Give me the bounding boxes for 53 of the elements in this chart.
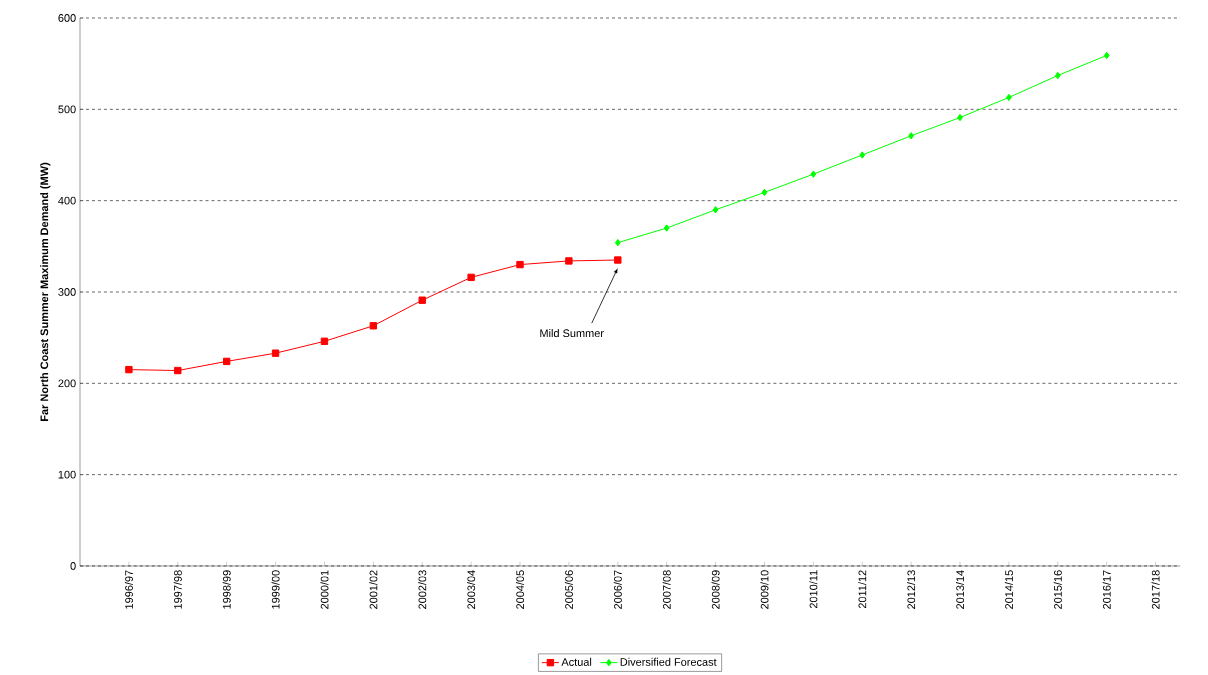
point [810,170,817,178]
x-tick-label: 2009/10 [760,570,769,609]
x-tick-label: 2011/12 [858,570,867,609]
x-tick-label: 2017/18 [1151,570,1160,609]
x-tick-label: 2001/02 [369,570,378,609]
x-tick-label: 1997/98 [173,570,182,609]
point [614,256,622,264]
y-tick-label: 0 [70,562,76,570]
x-tick-label: 2005/06 [564,570,573,609]
x-tick-label: 2000/01 [320,570,329,609]
x-tick-label: 2014/15 [1004,570,1013,609]
x-tick-label: 2010/11 [809,570,818,609]
point [614,238,621,247]
point [271,349,280,357]
y-tick-label: 100 [58,470,76,479]
point [418,296,426,304]
annotation: Mild Summer [540,329,604,338]
x-tick-label: 2002/03 [418,570,427,609]
point [761,188,768,197]
y-tick-label: 300 [58,288,76,296]
point [516,260,524,269]
x-tick-label: 1998/99 [222,570,231,609]
y-tick-label: 200 [58,379,76,388]
point [859,151,866,159]
y-tick-label: 600 [58,14,76,22]
y-tick-label: 500 [58,105,76,114]
x-tick-label: 2004/05 [515,570,525,609]
x-tick-label: 2013/14 [955,570,965,609]
x-tick-label: 2006/07 [613,570,622,609]
legend-label: Diversified Forecast [620,657,717,666]
point [663,224,670,232]
point [1054,71,1061,80]
point [125,365,133,374]
point [369,322,378,330]
x-tick-label: 2007/08 [662,570,671,609]
x-tick-label: 2015/16 [1053,570,1062,609]
x-tick-label: 1996/97 [124,570,133,609]
point [712,206,719,214]
point [1103,51,1110,60]
x-tick-label: 2012/13 [907,570,916,609]
point [222,357,231,366]
point [320,337,329,345]
x-tick-label: 1999/00 [271,570,280,609]
x-tick-label: 2008/09 [711,570,720,609]
point [174,366,182,375]
y-tick-label: 400 [58,196,76,205]
x-tick-label: 2016/17 [1102,570,1111,609]
legend-label: Actual [561,657,592,666]
y-axis-title: Far North Coast Summer Maximum Demand (MW) [40,162,51,421]
point [908,132,915,140]
x-tick-label: 2003/04 [467,570,476,609]
point [467,273,475,282]
point [565,257,573,265]
